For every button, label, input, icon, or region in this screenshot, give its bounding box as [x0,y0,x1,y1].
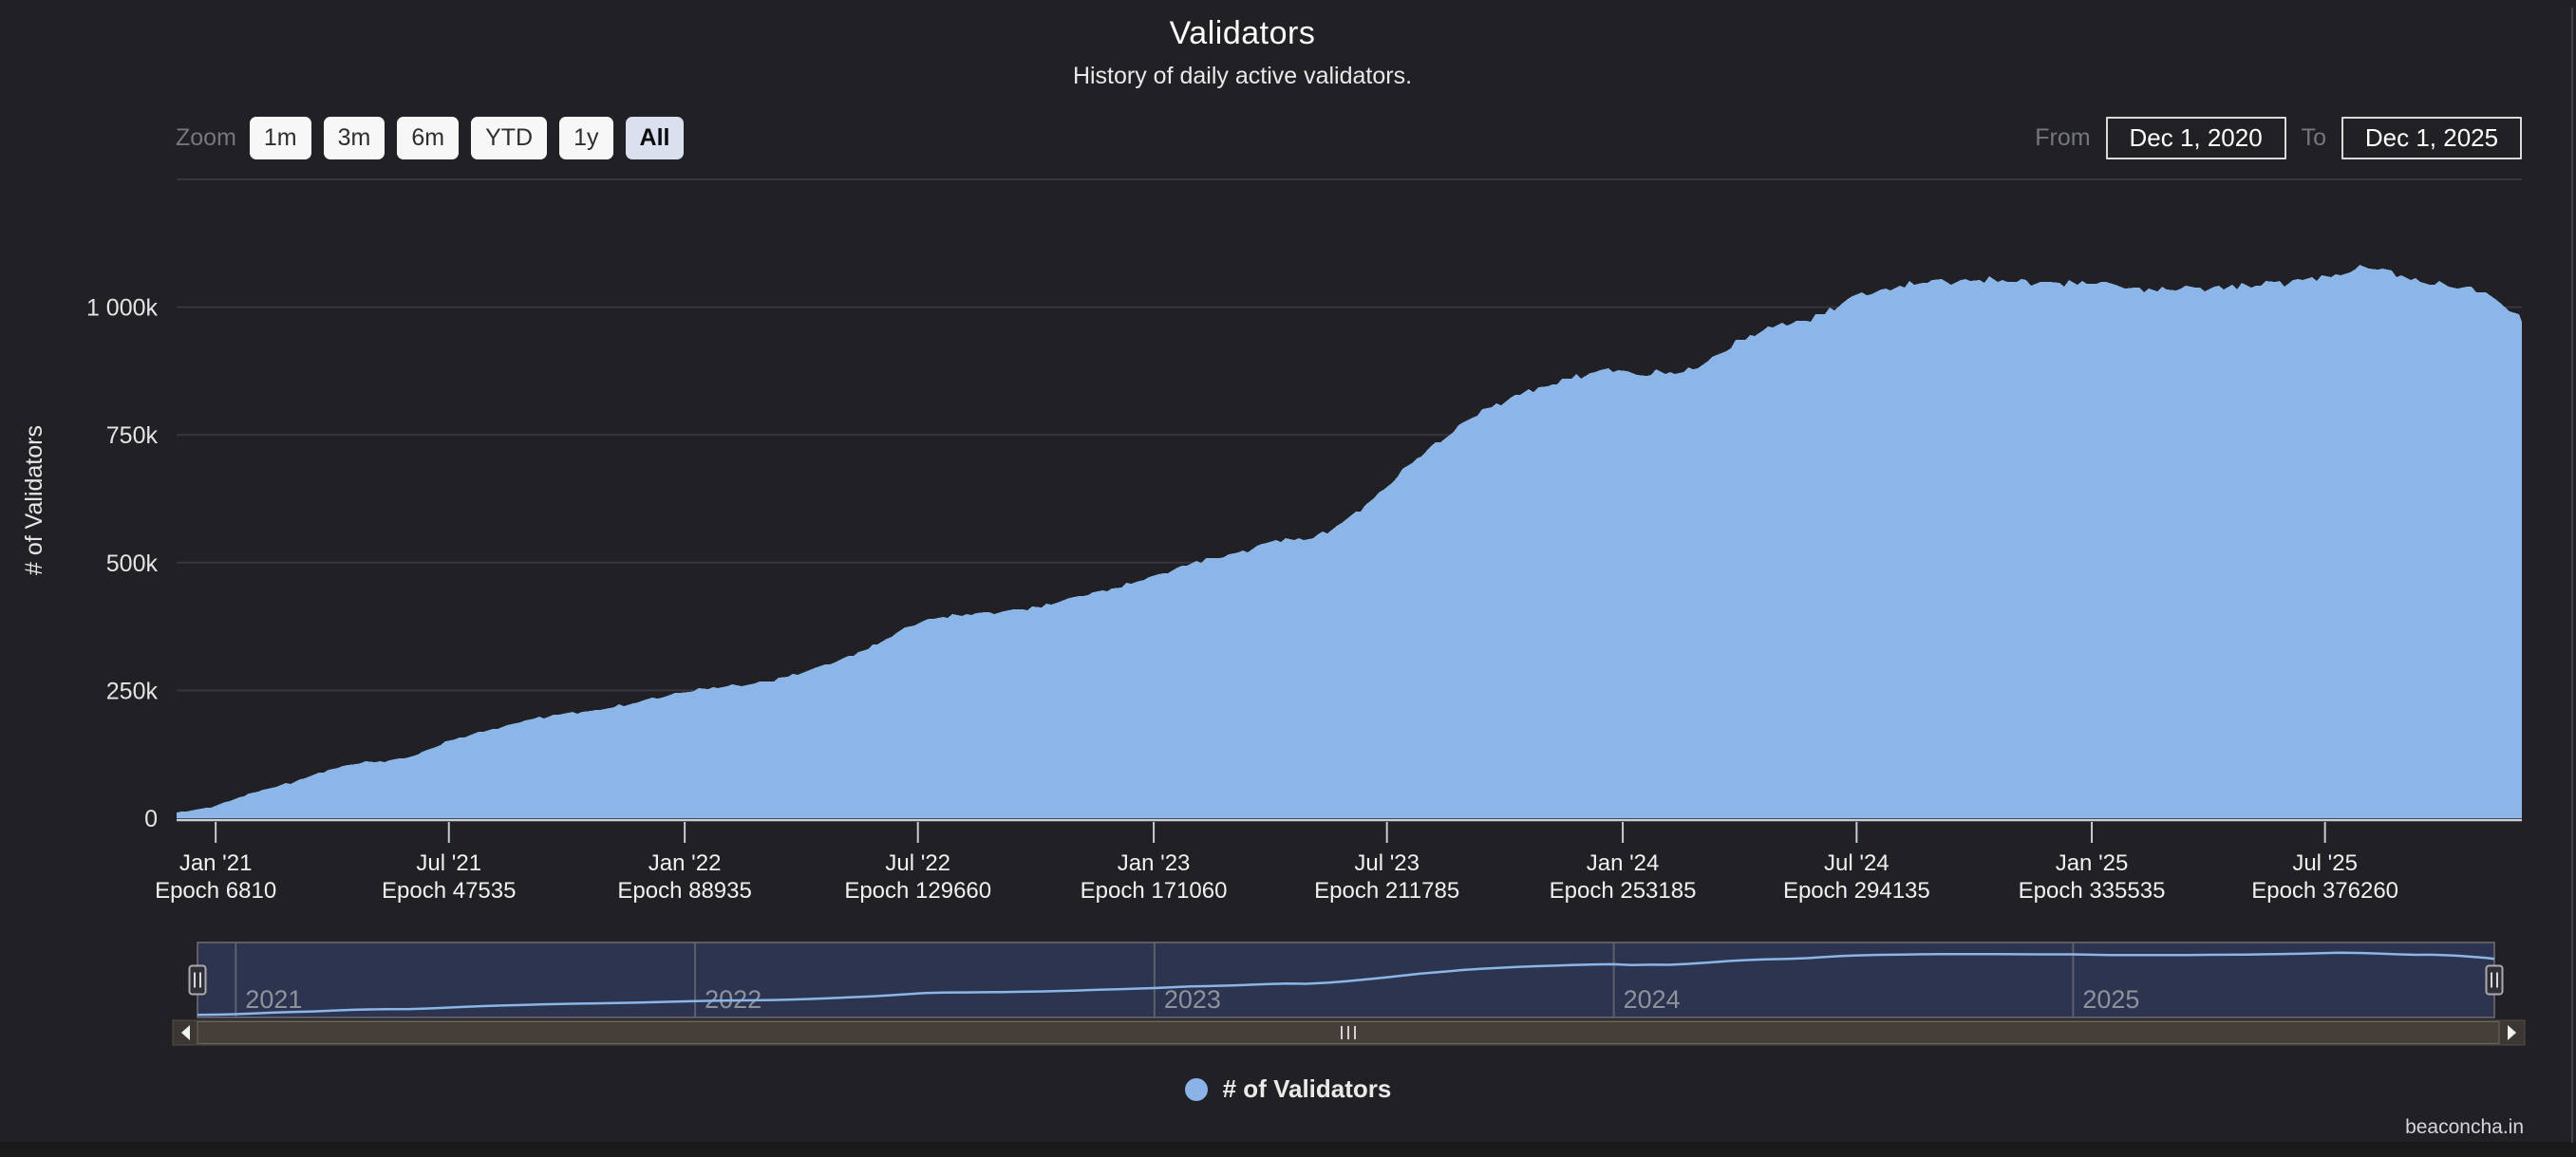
x-tick-epoch-label: Epoch 335535 [2019,878,2166,904]
legend-label: # of Validators [1222,1074,1392,1103]
zoom-button-all[interactable]: All [625,116,685,159]
from-label: From [2035,123,2091,151]
zoom-button-3m[interactable]: 3m [323,116,385,159]
x-tick-epoch-label: Epoch 376260 [2251,878,2398,904]
scrollbar-left-arrow-icon[interactable] [181,1025,190,1040]
navigator-left-handle-grip-box[interactable] [188,964,207,996]
navigator-right-handle-grip-box[interactable] [2485,964,2504,996]
zoom-controls: Zoom 1m 3m 6m YTD 1y All [176,116,696,159]
zoom-label: Zoom [176,123,236,151]
from-date-input[interactable] [2105,116,2286,159]
zoom-button-group: 1m 3m 6m YTD 1y All [249,116,697,159]
navigator-year-label: 2021 [245,985,302,1014]
navigator-left-handle[interactable] [188,964,207,996]
x-tick-epoch-label: Epoch 47535 [382,878,516,904]
x-tick-epoch-label: Epoch 294135 [1783,878,1930,904]
navigator: 2021 2022 2023 2024 2025 [188,942,2504,1018]
range-controls: From To [2020,116,2522,159]
y-axis-title: # of Validators [21,425,47,575]
scrollbar-right-arrow-icon[interactable] [2508,1025,2516,1040]
zoom-button-6m[interactable]: 6m [397,116,460,159]
x-tick-month-label: Jul '24 [1824,850,1890,876]
y-tick-label: 0 [144,806,158,832]
x-tick-month-label: Jan '21 [179,850,253,876]
navigator-selected-range[interactable] [197,942,2494,1017]
to-label: To [2301,123,2326,151]
x-tick-epoch-label: Epoch 129660 [844,878,991,904]
x-tick-epoch-label: Epoch 6810 [155,878,276,904]
page-title: Validators [1169,15,1316,51]
zoom-button-1m[interactable]: 1m [249,116,311,159]
x-tick-month-label: Jan '23 [1118,850,1191,876]
right-edge-line [2571,8,2573,1143]
x-tick-month-label: Jul '22 [885,850,950,876]
navigator-scrollbar [172,1019,2526,1046]
zoom-button-ytd[interactable]: YTD [471,116,548,159]
y-tick-label: 1 000k [86,295,159,322]
x-tick-epoch-label: Epoch 211785 [1314,878,1459,904]
page-subtitle: History of daily active validators. [1072,63,1413,89]
y-tick-label: 750k [106,422,159,449]
navigator-year-label: 2024 [1624,985,1681,1014]
navigator-right-handle[interactable] [2485,964,2504,996]
validators-area-series[interactable] [177,265,2522,818]
x-tick-epoch-label: Epoch 171060 [1081,878,1228,904]
bottom-strip [0,1142,2576,1157]
x-tick-month-label: Jan '25 [2056,850,2129,876]
x-tick-month-label: Jul '23 [1354,850,1420,876]
x-tick-month-label: Jul '21 [416,850,481,876]
brand-watermark: beaconcha.in [2405,1116,2524,1138]
y-tick-label: 250k [106,678,159,704]
legend-item-validators[interactable]: # of Validators [0,1074,2576,1104]
navigator-year-label: 2023 [1164,985,1221,1014]
zoom-button-1y[interactable]: 1y [559,116,613,159]
x-tick-month-label: Jan '22 [649,850,722,876]
navigator-year-label: 2025 [2082,985,2139,1014]
y-axis-labels: 1 000k 750k 500k 250k 0 [86,295,159,832]
x-tick-month-label: Jan '24 [1587,850,1660,876]
to-date-input[interactable] [2341,116,2522,159]
legend-marker-icon [1184,1077,1208,1101]
x-tick-month-label: Jul '25 [2292,850,2358,876]
y-tick-label: 500k [106,551,159,577]
x-tick-epoch-label: Epoch 88935 [617,878,751,904]
navigator-series-line [197,951,2495,1017]
x-tick-epoch-label: Epoch 253185 [1550,878,1697,904]
